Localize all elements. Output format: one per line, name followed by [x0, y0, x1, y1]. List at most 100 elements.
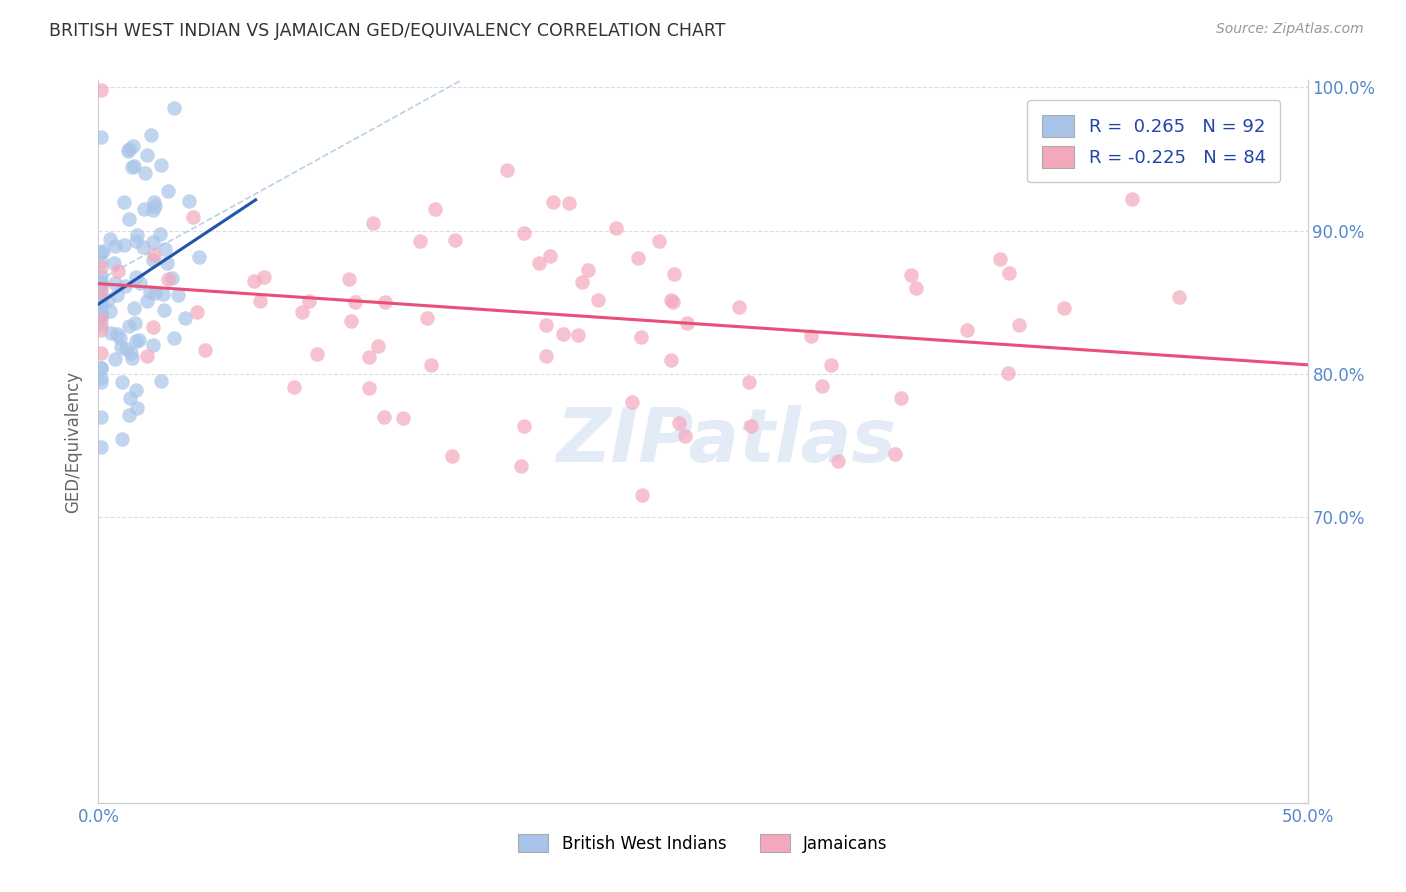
Point [125, 270, 148, 285]
Point [905, 280, 928, 294]
Point [103, 256, 125, 270]
Point [157, 272, 180, 286]
Point [538, 249, 561, 263]
Point [153, 242, 176, 256]
Point [90, 361, 112, 376]
Point [253, 270, 276, 285]
Point [496, 162, 519, 177]
Point [392, 411, 415, 425]
Point [134, 166, 156, 180]
Point [124, 316, 146, 330]
Point [659, 352, 682, 367]
Point [118, 211, 141, 226]
Point [883, 447, 905, 461]
Point [125, 334, 148, 349]
Point [249, 293, 271, 308]
Point [620, 395, 643, 409]
Point [156, 255, 179, 269]
Point [142, 320, 165, 334]
Point [194, 343, 217, 357]
Point [174, 310, 197, 325]
Point [122, 138, 145, 153]
Point [627, 252, 650, 266]
Point [90, 346, 112, 360]
Point [373, 295, 395, 310]
Point [90, 245, 112, 260]
Point [112, 194, 135, 209]
Point [143, 198, 166, 212]
Point [567, 328, 589, 343]
Point [800, 328, 823, 343]
Point [409, 234, 432, 248]
Point [108, 331, 131, 345]
Point [419, 358, 441, 372]
Point [956, 323, 979, 337]
Point [357, 381, 380, 395]
Point [810, 379, 832, 393]
Point [125, 401, 148, 416]
Point [122, 159, 145, 173]
Point [647, 234, 669, 248]
Point [1121, 192, 1143, 206]
Point [105, 288, 128, 302]
Point [186, 304, 208, 318]
Point [128, 334, 150, 348]
Point [827, 454, 849, 468]
Point [443, 234, 465, 248]
Point [361, 216, 384, 230]
Point [181, 210, 204, 224]
Point [998, 266, 1021, 280]
Point [340, 314, 363, 328]
Point [110, 432, 132, 446]
Point [187, 251, 209, 265]
Point [1053, 301, 1076, 316]
Y-axis label: GED/Equivalency: GED/Equivalency [65, 370, 83, 513]
Point [141, 128, 163, 142]
Point [153, 303, 176, 318]
Point [668, 416, 690, 430]
Point [122, 301, 145, 315]
Point [117, 145, 139, 159]
Point [344, 294, 367, 309]
Point [149, 227, 172, 242]
Point [740, 419, 762, 434]
Point [90, 323, 112, 337]
Point [90, 307, 112, 321]
Point [997, 366, 1019, 380]
Point [90, 304, 112, 318]
Point [121, 160, 143, 174]
Point [673, 429, 696, 443]
Point [139, 285, 162, 299]
Point [536, 318, 558, 333]
Point [90, 311, 112, 326]
Point [529, 255, 551, 269]
Point [728, 300, 751, 314]
Point [571, 275, 593, 289]
Point [1168, 290, 1191, 304]
Point [125, 227, 148, 242]
Point [90, 360, 112, 375]
Point [104, 276, 127, 290]
Point [900, 268, 922, 282]
Point [90, 375, 112, 389]
Point [91, 244, 114, 258]
Point [90, 295, 112, 310]
Text: ZIPatlas: ZIPatlas [557, 405, 897, 478]
Point [162, 101, 184, 115]
Point [90, 260, 112, 274]
Point [163, 331, 186, 345]
Point [631, 488, 654, 502]
Point [675, 317, 697, 331]
Point [105, 326, 128, 341]
Point [423, 202, 446, 217]
Legend: British West Indians, Jamaicans: British West Indians, Jamaicans [512, 828, 894, 860]
Point [588, 293, 610, 307]
Point [103, 239, 125, 253]
Point [509, 458, 531, 473]
Point [98, 232, 121, 246]
Point [134, 202, 156, 217]
Point [114, 278, 136, 293]
Point [307, 347, 329, 361]
Point [242, 274, 264, 288]
Point [143, 247, 166, 261]
